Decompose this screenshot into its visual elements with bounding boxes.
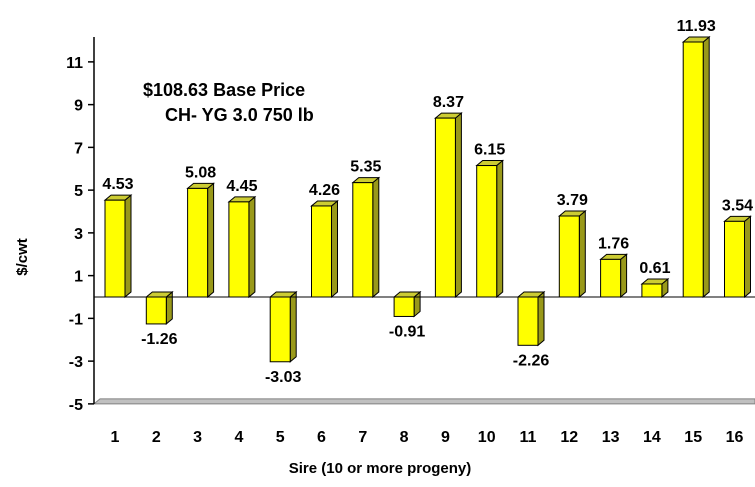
data-labels: 4.53 -1.26 5.08 4.45 -3.03 4.26 5.35 -0.91 8.37 6… (102, 18, 753, 386)
bar-front (517, 296, 539, 346)
y-tick-label: -5 (69, 397, 83, 414)
bar-13 (599, 253, 628, 299)
bars (103, 35, 752, 363)
y-tick-label: 9 (74, 98, 83, 115)
data-label: 6.15 (474, 142, 505, 159)
data-label: 1.76 (598, 235, 629, 252)
data-label: 0.61 (639, 260, 670, 277)
bar-front (558, 215, 580, 298)
bar-front (187, 187, 209, 298)
bar-15 (681, 35, 711, 299)
x-tick-label: 13 (602, 429, 620, 446)
y-tick-label: 1 (74, 269, 83, 286)
bar-front (434, 117, 456, 298)
data-label: 8.37 (433, 94, 464, 111)
bar-6 (310, 199, 339, 299)
bar-front (724, 220, 745, 298)
data-label: 5.35 (350, 159, 381, 176)
bar-side (207, 182, 215, 299)
data-label: 5.08 (185, 164, 216, 181)
y-tick-label: -1 (69, 311, 83, 328)
bar-side (289, 290, 297, 363)
floor-plane (92, 398, 755, 405)
data-label: 4.53 (102, 176, 133, 193)
bar-5 (268, 290, 298, 363)
bar-7 (351, 176, 381, 299)
x-tick-label: 12 (560, 429, 578, 446)
bar-front (269, 296, 291, 363)
bar-side (620, 253, 628, 299)
bar-8 (392, 290, 422, 318)
bar-side (744, 215, 751, 299)
bar-front (476, 165, 498, 298)
bar-16 (723, 215, 752, 299)
bar-front (682, 41, 704, 298)
bar-side (702, 35, 710, 299)
x-tick-label: 2 (152, 429, 161, 446)
bar-side (454, 112, 462, 299)
bar-front (393, 296, 415, 317)
x-tick-label: 4 (234, 429, 243, 446)
data-label: 4.45 (226, 178, 257, 195)
bar-14 (640, 277, 670, 299)
x-tick-label: 16 (726, 429, 744, 446)
bar-side (124, 194, 132, 299)
annotation-line-2: CH- YG 3.0 750 lb (165, 105, 314, 125)
bar-front (104, 199, 126, 298)
bar-front (311, 205, 332, 298)
x-tick-label: 10 (478, 429, 496, 446)
x-tick-labels: 1 2 3 4 5 6 7 8 9 10 11 12 13 14 15 16 (111, 429, 744, 446)
x-tick-label: 1 (111, 429, 120, 446)
bar-front (352, 182, 374, 298)
y-tick-labels: 11 9 7 5 3 1 -1 -3 -5 (66, 55, 83, 414)
bar-front (641, 283, 663, 298)
y-tick-label: 5 (74, 183, 83, 200)
bar-4 (227, 195, 257, 299)
bar-1 (103, 194, 133, 299)
data-label: 3.54 (722, 197, 753, 214)
annotation-line-1: $108.63 Base Price (143, 80, 305, 100)
y-tick-label: 3 (74, 226, 83, 243)
data-label: -3.03 (265, 369, 302, 386)
bar-front (228, 201, 250, 298)
x-tick-label: 11 (520, 429, 537, 446)
bar-10 (475, 159, 505, 299)
bar-side (372, 176, 380, 299)
data-label: -2.26 (513, 352, 550, 369)
bar-side (496, 159, 504, 299)
y-tick-label: -3 (69, 354, 83, 371)
bar-side (331, 199, 338, 299)
data-label: -0.91 (389, 323, 426, 340)
x-tick-label: 9 (441, 429, 450, 446)
data-label: -1.26 (141, 331, 178, 348)
bar-side (578, 209, 586, 299)
bar-front (600, 258, 622, 298)
y-axis-title: $/cwt (14, 238, 31, 276)
bar-11 (516, 290, 546, 347)
chart-floor (92, 398, 755, 405)
data-label: 11.93 (677, 18, 716, 35)
bar-3 (186, 182, 215, 299)
x-tick-label: 15 (684, 429, 702, 446)
x-tick-label: 6 (317, 429, 326, 446)
y-tick-label: 11 (66, 55, 83, 72)
bar-9 (434, 112, 463, 299)
bar-side (248, 195, 256, 299)
x-axis-title: Sire (10 or more progeny) (289, 460, 472, 477)
y-tick-label: 7 (74, 140, 83, 157)
x-tick-label: 7 (358, 429, 367, 446)
x-tick-label: 3 (193, 429, 202, 446)
data-label: 3.79 (557, 192, 588, 209)
x-tick-label: 8 (400, 429, 409, 446)
x-tick-label: 14 (643, 429, 661, 446)
y-axis (88, 37, 95, 405)
bar-12 (557, 209, 587, 299)
x-tick-label: 5 (276, 429, 285, 446)
bar-front (145, 296, 167, 325)
bar-side (537, 290, 545, 347)
data-label: 4.26 (309, 182, 340, 199)
